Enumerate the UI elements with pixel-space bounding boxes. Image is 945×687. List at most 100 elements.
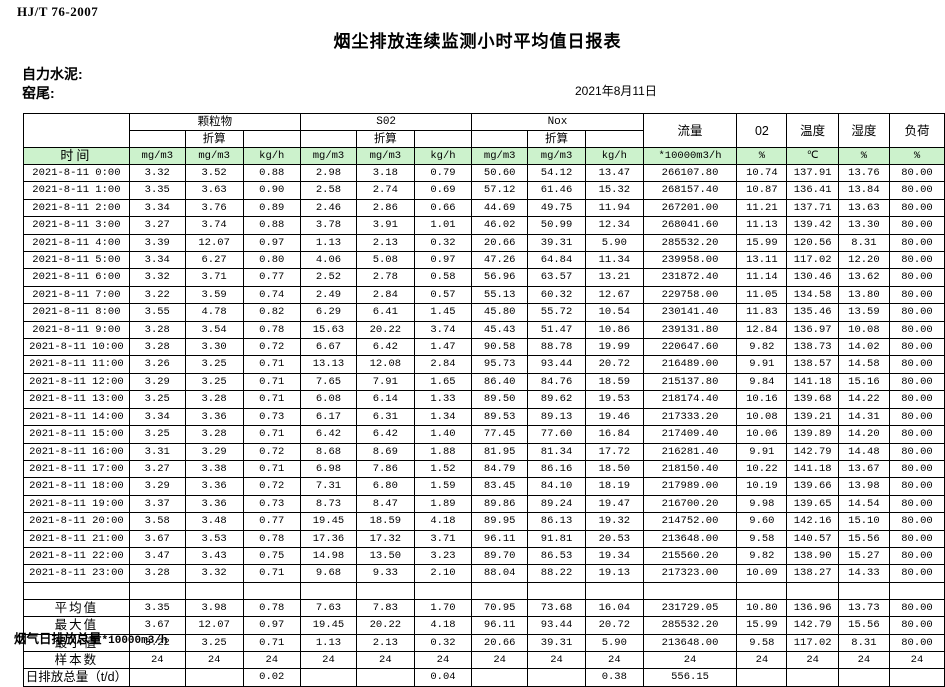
- cell-value: 3.32: [128, 163, 186, 183]
- cell-value: 139.65: [786, 494, 839, 514]
- summary-value: 3.98: [184, 598, 244, 618]
- cell-empty: [471, 581, 529, 600]
- cell-value: 89.13: [527, 407, 586, 427]
- cell-value: 64.84: [527, 251, 586, 270]
- daily-total-value: [736, 668, 788, 687]
- spacer-row: [23, 581, 945, 600]
- summary-value: 24: [584, 650, 644, 670]
- cell-value: 9.60: [736, 512, 788, 531]
- cell-time: 2021-8-11 2:00: [23, 198, 130, 218]
- cell-value: 136.41: [786, 181, 839, 200]
- cell-value: 3.27: [128, 459, 186, 479]
- report-date: 2021年8月11日: [575, 84, 657, 98]
- summary-value: 13.73: [837, 598, 890, 618]
- cell-value: 0.78: [242, 529, 302, 548]
- cell-value: 20.22: [355, 320, 415, 340]
- cell-value: 3.32: [184, 564, 244, 583]
- group-header-humidity: 湿度: [837, 113, 890, 148]
- cell-value: 0.88: [242, 216, 302, 235]
- summary-row: 最大值 3.67 12.07 0.97 19.45 20.22 4.18 96.11 93.44…: [23, 616, 945, 635]
- cell-value: 218150.40: [642, 459, 738, 479]
- cell-value: 6.14: [355, 390, 415, 409]
- cell-value: 3.48: [184, 512, 244, 531]
- cell-value: 3.28: [184, 425, 244, 444]
- cell-value: 3.47: [128, 546, 186, 566]
- cell-value: 1.33: [413, 390, 473, 409]
- cell-value: 16.84: [584, 425, 644, 444]
- cell-time: 2021-8-11 21:00: [23, 529, 130, 548]
- summary-value: 142.79: [786, 616, 839, 635]
- summary-value: 0.97: [242, 616, 302, 635]
- group-header-temperature: 温度: [786, 113, 839, 148]
- table-body: 2021-8-11 0:00 3.32 3.52 0.88 2.98 3.18 0.79 50…: [23, 163, 945, 687]
- summary-value: 96.11: [471, 616, 529, 635]
- daily-total-value: 0.04: [413, 668, 473, 687]
- cell-value: 10.54: [584, 303, 644, 322]
- footer-note-unit: *10000m3/h: [101, 635, 168, 647]
- cell-value: 142.16: [786, 512, 839, 531]
- summary-value: 8.31: [837, 633, 890, 652]
- group-header-row: 颗粒物 S02 Nox 流量 02 温度 湿度 负荷: [23, 113, 945, 148]
- cell-value: 10.16: [736, 390, 788, 409]
- cell-value: 80.00: [888, 198, 945, 218]
- cell-value: 213648.00: [642, 529, 738, 548]
- cell-value: 137.91: [786, 163, 839, 183]
- cell-value: 0.72: [242, 338, 302, 357]
- cell-value: 0.75: [242, 546, 302, 566]
- cell-value: 80.00: [888, 459, 945, 479]
- cell-value: 12.84: [736, 320, 788, 340]
- summary-value: 24: [184, 650, 244, 670]
- cell-value: 49.75: [527, 198, 586, 218]
- cell-value: 0.77: [242, 512, 302, 531]
- summary-value: 0.78: [242, 598, 302, 618]
- cell-value: 54.12: [527, 163, 586, 183]
- cell-value: 80.00: [888, 390, 945, 409]
- cell-value: 11.14: [736, 268, 788, 287]
- cell-value: 0.71: [242, 425, 302, 444]
- cell-value: 3.30: [184, 338, 244, 357]
- cell-value: 13.76: [837, 163, 890, 183]
- cell-time: 2021-8-11 10:00: [23, 338, 130, 357]
- table-head: 颗粒物 S02 Nox 流量 02 温度 湿度 负荷 折算 折算 折算 时间 m…: [23, 113, 945, 165]
- cell-value: 142.79: [786, 442, 839, 461]
- cell-value: 80.00: [888, 442, 945, 461]
- cell-value: 13.30: [837, 216, 890, 235]
- cell-value: 80.00: [888, 338, 945, 357]
- cell-value: 91.81: [527, 529, 586, 548]
- cell-value: 3.28: [128, 564, 186, 583]
- cell-value: 13.11: [736, 251, 788, 270]
- subheader-so2-measured: [300, 130, 357, 148]
- table-row: 2021-8-11 19:00 3.37 3.36 0.73 8.73 8.47 1.89 8…: [23, 494, 945, 514]
- cell-value: 19.32: [584, 512, 644, 531]
- cell-value: 6.67: [300, 338, 357, 357]
- cell-value: 96.11: [471, 529, 529, 548]
- cell-value: 6.42: [300, 425, 357, 444]
- summary-value: 93.44: [527, 616, 586, 635]
- cell-value: 217333.20: [642, 407, 738, 427]
- cell-value: 0.69: [413, 181, 473, 200]
- cell-value: 84.79: [471, 459, 529, 479]
- cell-value: 6.31: [355, 407, 415, 427]
- cell-time: 2021-8-11 20:00: [23, 512, 130, 531]
- subheader-nox-converted: 折算: [527, 130, 586, 148]
- cell-value: 17.32: [355, 529, 415, 548]
- cell-value: 56.96: [471, 268, 529, 287]
- cell-value: 217323.00: [642, 564, 738, 583]
- cell-value: 214752.00: [642, 512, 738, 531]
- cell-value: 80.00: [888, 163, 945, 183]
- cell-value: 1.52: [413, 459, 473, 479]
- cell-value: 12.07: [184, 233, 244, 253]
- summary-value: 1.70: [413, 598, 473, 618]
- cell-value: 10.06: [736, 425, 788, 444]
- cell-value: 11.13: [736, 216, 788, 235]
- cell-value: 86.16: [527, 459, 586, 479]
- cell-value: 11.83: [736, 303, 788, 322]
- cell-value: 15.10: [837, 512, 890, 531]
- cell-value: 3.31: [128, 442, 186, 461]
- cell-value: 3.71: [184, 268, 244, 287]
- cell-value: 11.34: [584, 251, 644, 270]
- cell-value: 0.72: [242, 442, 302, 461]
- cell-value: 215137.80: [642, 372, 738, 392]
- cell-value: 18.59: [355, 512, 415, 531]
- summary-value: 231729.05: [642, 598, 738, 618]
